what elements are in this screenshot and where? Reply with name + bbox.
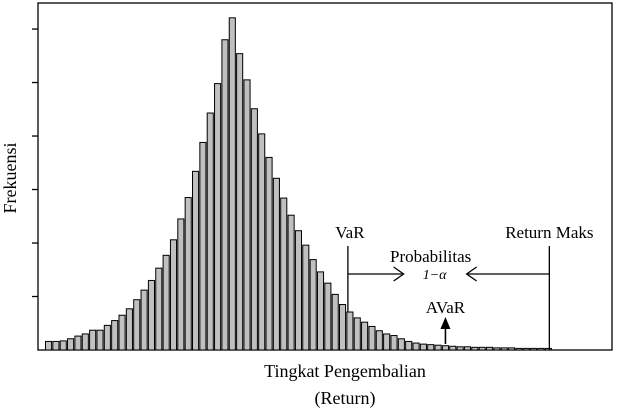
x-axis-label-line2: (Return) [315, 388, 376, 409]
return-max-label: Return Maks [505, 223, 593, 242]
histogram-bar [59, 340, 67, 351]
histogram-bar [397, 338, 405, 351]
histogram-bar [508, 347, 516, 351]
histogram-bar [434, 344, 442, 351]
histogram-bar [125, 308, 133, 351]
histogram-bar [140, 289, 148, 351]
histogram-bar [463, 346, 472, 351]
histogram-bar [412, 342, 420, 351]
histogram-bar [419, 343, 427, 351]
histogram-bar [243, 79, 251, 351]
histogram-bar [177, 218, 185, 351]
histogram-bar [331, 293, 339, 351]
histogram-bar [214, 83, 222, 351]
histogram-bar [427, 344, 435, 351]
histogram-bar [537, 347, 545, 351]
histogram-bar [89, 329, 97, 351]
histogram-bar [287, 214, 295, 351]
histogram-bar [133, 299, 141, 351]
histogram-bar [324, 282, 332, 351]
y-axis-label: Frekuensi [0, 143, 20, 214]
histogram-bar [258, 133, 266, 351]
histogram-bar [522, 347, 530, 351]
histogram-bar [544, 347, 552, 351]
histogram-bar [103, 324, 111, 351]
histogram-bar [147, 279, 155, 351]
probability-value-label: 1−α [423, 268, 447, 283]
x-axis-label: Tingkat Pengembalian [264, 361, 426, 381]
probability-arrow-left-head [465, 266, 477, 282]
probability-label: Probabilitas [390, 247, 471, 266]
avar-arrow-head [440, 317, 451, 329]
histogram-bar [162, 254, 170, 351]
histogram-bar [456, 346, 464, 351]
probability-arrow-right-head [393, 266, 405, 282]
histogram-bar [236, 53, 244, 351]
histogram-bar [155, 267, 163, 351]
histogram-bar [221, 39, 229, 351]
histogram-bar [309, 259, 317, 351]
histogram-bar [111, 320, 119, 351]
histogram-bar [294, 230, 302, 351]
histogram-bar [280, 197, 288, 351]
histogram-bar [493, 347, 501, 351]
histogram-bar [486, 346, 494, 351]
histogram-bar [192, 170, 200, 351]
annotations: VaR Return Maks Probabilitas 1−α AVaR [335, 223, 593, 350]
histogram-bar [184, 197, 192, 351]
histogram-bar [500, 347, 508, 351]
histogram-bar [228, 17, 236, 351]
histogram-bar [302, 244, 310, 351]
histogram-bar [199, 141, 207, 351]
histogram-bar [346, 311, 354, 351]
histogram-bar [81, 333, 89, 351]
y-axis-ticks [32, 28, 38, 298]
histogram-bar [361, 321, 369, 351]
histogram-bar [339, 304, 347, 351]
histogram-bar [478, 346, 486, 351]
histogram-bar [405, 340, 413, 351]
histogram-bar [530, 347, 538, 351]
histogram-bar [272, 177, 280, 351]
histogram-bar [353, 317, 361, 351]
histogram-bar [250, 108, 258, 351]
histogram-bar [206, 112, 214, 351]
histogram-bar [74, 335, 82, 351]
var-label: VaR [335, 223, 365, 242]
histogram-bar [375, 330, 383, 351]
histogram-bars [45, 17, 552, 351]
histogram-bar [441, 345, 449, 351]
histogram-bar [52, 340, 60, 351]
histogram-bar [368, 325, 376, 351]
histogram-bar [118, 314, 126, 351]
histogram-bar [265, 156, 273, 351]
histogram-bar [45, 340, 53, 351]
histogram-bar [96, 329, 104, 351]
histogram-bar [515, 347, 523, 351]
avar-label: AVaR [426, 298, 466, 317]
histogram-bar [169, 239, 178, 351]
histogram-bar [390, 335, 398, 351]
histogram-bar [67, 338, 75, 351]
histogram-bar [316, 271, 325, 351]
histogram-bar [383, 333, 391, 351]
histogram-bar [449, 345, 457, 351]
histogram-bar [471, 346, 479, 351]
